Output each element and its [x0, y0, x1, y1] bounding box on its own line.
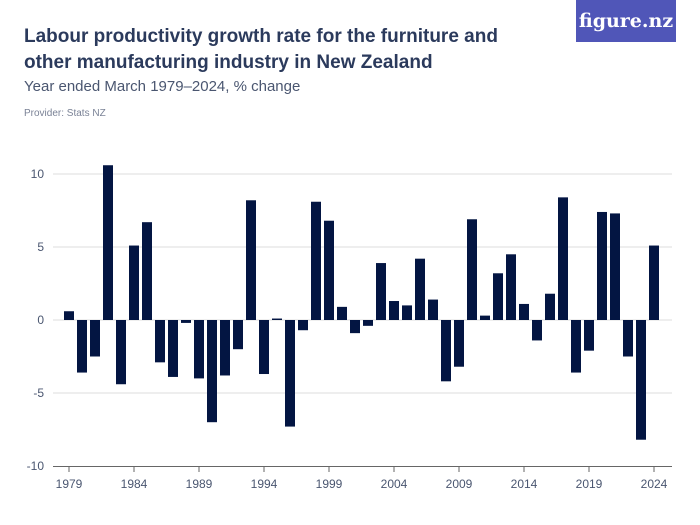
bar: [506, 254, 516, 320]
x-tick-label: 2009: [446, 477, 473, 491]
x-tick-label: 1989: [186, 477, 213, 491]
y-tick-label: 5: [37, 240, 44, 254]
bar: [623, 320, 633, 357]
bar: [584, 320, 594, 351]
bar: [233, 320, 243, 350]
x-tick-label: 2004: [381, 477, 408, 491]
bar: [610, 213, 620, 320]
x-tick-label: 1999: [316, 477, 343, 491]
x-tick-label: 1979: [56, 477, 83, 491]
bar: [142, 222, 152, 320]
bar: [116, 320, 126, 385]
y-tick-label: -5: [33, 386, 44, 400]
bar: [272, 318, 282, 320]
bar: [571, 320, 581, 373]
y-tick-label: 0: [37, 313, 44, 327]
figure-nz-logo[interactable]: figure.nz: [576, 0, 676, 42]
x-tick-label: 2024: [641, 477, 668, 491]
bar: [220, 320, 230, 376]
bar: [337, 306, 347, 320]
bar: [259, 320, 269, 375]
x-tick-label: 1994: [251, 477, 278, 491]
bar: [649, 245, 659, 320]
bar: [493, 273, 503, 320]
bar: [207, 320, 217, 423]
bar: [415, 258, 425, 320]
x-tick-label: 2019: [576, 477, 603, 491]
bar: [480, 315, 490, 320]
bar: [636, 320, 646, 440]
bar: [168, 320, 178, 377]
bar: [77, 320, 87, 373]
bar: [402, 305, 412, 320]
bar: [181, 320, 191, 323]
bar: [545, 293, 555, 320]
y-tick-label: 10: [31, 167, 45, 181]
chart-subtitle: Year ended March 1979–2024, % change: [24, 78, 301, 95]
bar: [90, 320, 100, 357]
bar: [467, 219, 477, 320]
bar: [519, 303, 529, 320]
y-tick-label: -10: [27, 459, 45, 473]
bar: [246, 200, 256, 320]
bar: [350, 320, 360, 334]
bar: [129, 245, 139, 320]
chart-title: Labour productivity growth rate for the …: [24, 26, 498, 73]
bar: [428, 299, 438, 320]
bar: [441, 320, 451, 382]
bar: [285, 320, 295, 427]
bar: [298, 320, 308, 331]
x-tick-label: 1984: [121, 477, 148, 491]
bar: [532, 320, 542, 341]
bar: [597, 211, 607, 320]
bar: [454, 320, 464, 367]
bar: [194, 320, 204, 379]
bar: [558, 197, 568, 320]
bar: [64, 311, 74, 320]
bar: [363, 320, 373, 326]
x-tick-label: 2014: [511, 477, 538, 491]
bar: [376, 263, 386, 320]
bar: [389, 301, 399, 320]
bar: [324, 220, 334, 320]
bar: [103, 165, 113, 320]
bar: [155, 320, 165, 363]
provider-label: Provider: Stats NZ: [24, 108, 106, 119]
bar: [311, 201, 321, 320]
